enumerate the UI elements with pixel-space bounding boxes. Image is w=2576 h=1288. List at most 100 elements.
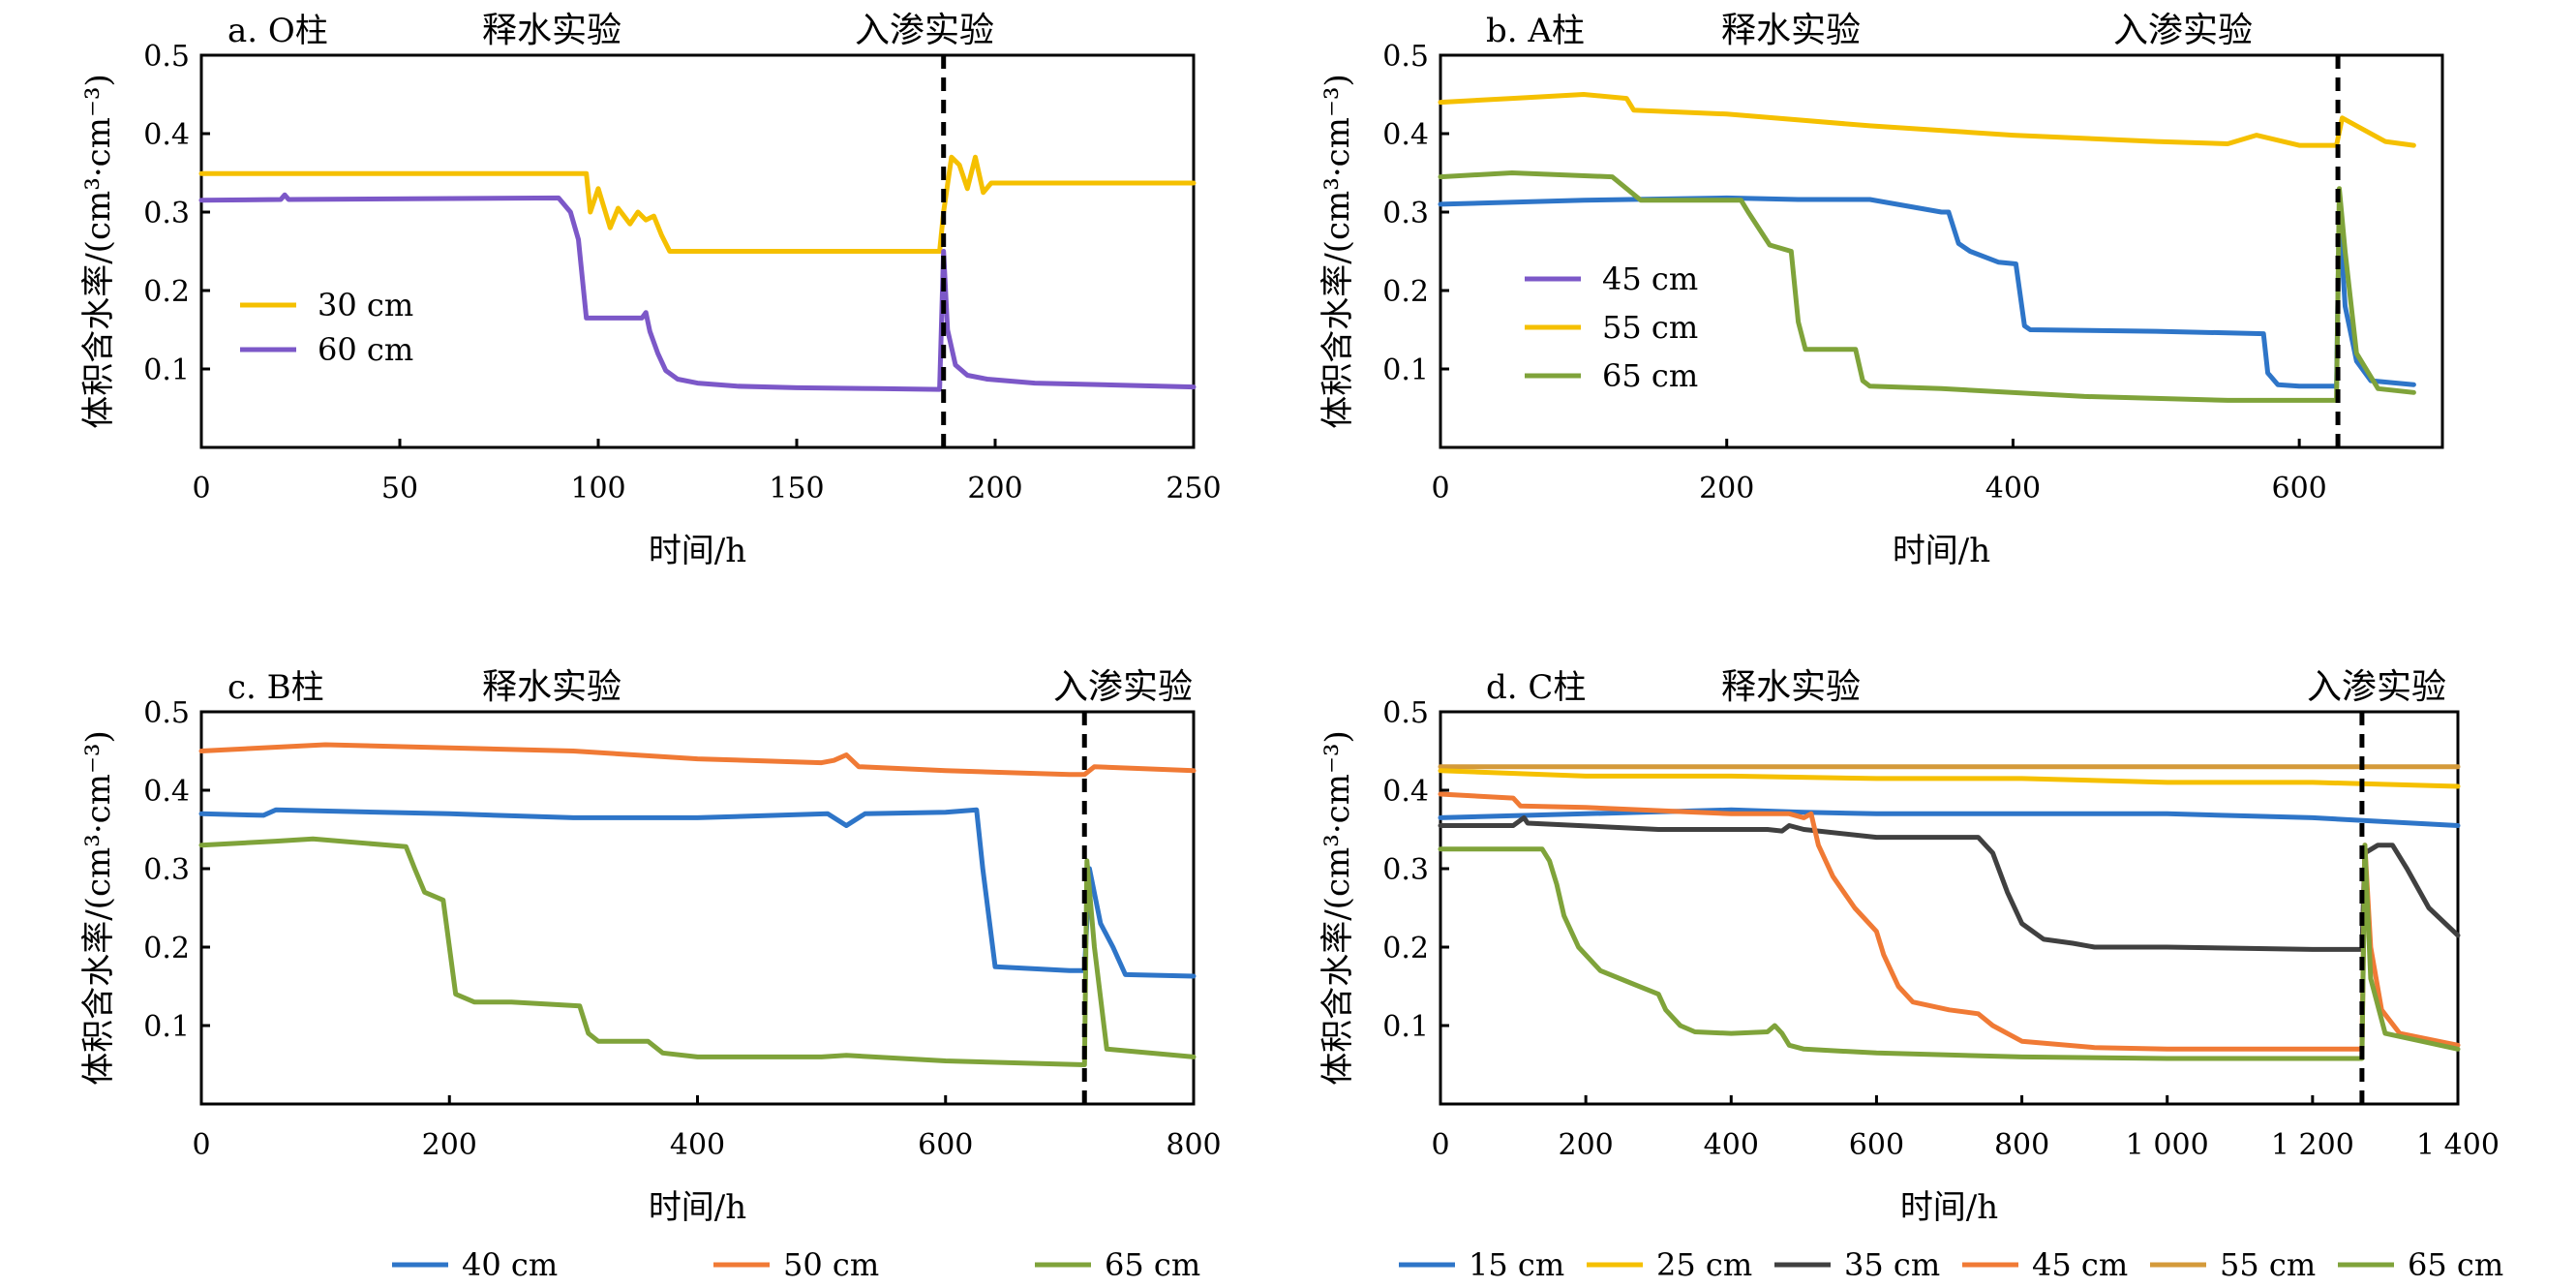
y-tick-label: 0.3 xyxy=(143,853,190,887)
y-tick-label: 0.2 xyxy=(143,932,190,966)
y-tick-label: 0.1 xyxy=(143,1010,190,1044)
series-line-65-cm xyxy=(198,836,1197,1067)
bottom-legend-left: 40 cm 50 cm 65 cm xyxy=(392,1246,1200,1283)
series-line-45-cm xyxy=(1438,791,2461,1052)
y-tick-label: 0.5 xyxy=(143,40,190,74)
x-tick-label: 400 xyxy=(670,1128,725,1162)
x-tick-label: 1 000 xyxy=(2126,1128,2209,1162)
panel-b: 0 200 400 600 0.1 0.2 0.3 0.4 0.5 时间/h 体积含水率/(cm³·… xyxy=(1318,11,2444,570)
x-tick-label: 100 xyxy=(570,472,625,506)
panel-a: 0 50 100 150 200 250 0.1 0.2 0.3 0.4 0.5 时间/h 体积含水率/… xyxy=(79,11,1222,570)
plot-frame xyxy=(199,53,1196,449)
plot-frame xyxy=(1439,710,2460,1106)
phase-label-release: 释水实验 xyxy=(482,667,621,707)
series-line-40-cm xyxy=(198,807,1197,979)
legend-label: 45 cm xyxy=(1602,261,1698,297)
phase-label-release: 释水实验 xyxy=(1721,11,1861,50)
x-tick-label: 150 xyxy=(769,472,824,506)
y-tick-label: 0.2 xyxy=(143,275,190,309)
legend-label: 15 cm xyxy=(1469,1246,1564,1283)
y-axis-title: 体积含水率/(cm³·cm⁻³) xyxy=(1318,730,1357,1086)
x-tick-label: 600 xyxy=(2272,472,2327,506)
series-line-15-cm xyxy=(1438,807,2461,828)
panel-c: 0 200 400 600 800 0.1 0.2 0.3 0.4 0.5 时间/h 体积含水率/(c… xyxy=(79,667,1222,1227)
series-line-65-cm xyxy=(1438,170,2416,403)
panel-title: a. O柱 xyxy=(227,12,328,50)
x-tick-label: 1 400 xyxy=(2416,1128,2500,1162)
y-tick-label: 0.1 xyxy=(143,353,190,387)
x-tick-label: 0 xyxy=(192,472,210,506)
x-tick-label: 200 xyxy=(967,472,1022,506)
y-tick-label: 0.4 xyxy=(1382,775,1429,809)
series-line-25-cm xyxy=(1438,768,2461,789)
y-axis-title: 体积含水率/(cm³·cm⁻³) xyxy=(1318,74,1357,429)
series-line-50-cm xyxy=(198,742,1197,778)
x-tick-label: 600 xyxy=(1849,1128,1904,1162)
y-tick-label: 0.3 xyxy=(1382,197,1429,230)
panel-title: c. B柱 xyxy=(227,668,324,707)
legend-label: 40 cm xyxy=(462,1246,558,1283)
legend-label: 55 cm xyxy=(2220,1246,2316,1283)
x-axis-title: 时间/h xyxy=(1900,1188,1998,1227)
plot-frame xyxy=(1439,53,2444,449)
x-tick-label: 800 xyxy=(1994,1128,2049,1162)
phase-label-infiltration: 入渗实验 xyxy=(2113,11,2253,50)
x-tick-label: 400 xyxy=(1985,472,2041,506)
legend-label: 65 cm xyxy=(1105,1246,1200,1283)
series-line-30-cm xyxy=(198,154,1197,254)
legend-label: 25 cm xyxy=(1656,1246,1752,1283)
series-line-65-cm xyxy=(1438,843,2461,1061)
legend-label: 65 cm xyxy=(1602,357,1698,394)
x-tick-label: 1 200 xyxy=(2271,1128,2354,1162)
plot-frame xyxy=(199,710,1196,1106)
x-tick-label: 0 xyxy=(1431,1128,1449,1162)
y-tick-label: 0.5 xyxy=(143,696,190,730)
panel-d: 0 200 400 600 800 1 000 1 200 1 400 0.1 0.2 0.3 0.4… xyxy=(1318,667,2500,1227)
legend-label: 65 cm xyxy=(2408,1246,2503,1283)
series-line-35-cm xyxy=(1438,814,2461,952)
y-tick-label: 0.2 xyxy=(1382,275,1429,309)
phase-label-release: 释水实验 xyxy=(482,11,621,50)
x-tick-label: 200 xyxy=(1699,472,1754,506)
panel-title: b. A柱 xyxy=(1486,12,1585,50)
legend-label: 55 cm xyxy=(1602,309,1698,346)
series-line-45-cm xyxy=(1438,195,2416,389)
x-tick-label: 250 xyxy=(1166,472,1221,506)
y-tick-label: 0.4 xyxy=(143,775,190,809)
x-tick-label: 600 xyxy=(918,1128,973,1162)
bottom-legend-right: 15 cm 25 cm 35 cm 45 cm 55 cm 65 cm xyxy=(1399,1246,2503,1283)
y-tick-label: 0.3 xyxy=(143,197,190,230)
phase-label-infiltration: 入渗实验 xyxy=(855,11,994,50)
y-tick-label: 0.2 xyxy=(1382,932,1429,966)
y-tick-label: 0.4 xyxy=(143,118,190,152)
x-tick-label: 200 xyxy=(422,1128,477,1162)
x-tick-label: 0 xyxy=(192,1128,210,1162)
x-axis-title: 时间/h xyxy=(649,532,746,570)
legend-label: 50 cm xyxy=(783,1246,879,1283)
y-tick-label: 0.5 xyxy=(1382,40,1429,74)
legend-label: 30 cm xyxy=(318,287,413,323)
y-tick-label: 0.1 xyxy=(1382,1010,1429,1044)
phase-label-infiltration: 入渗实验 xyxy=(2307,667,2446,707)
legend-label: 35 cm xyxy=(1844,1246,1940,1283)
x-tick-label: 800 xyxy=(1166,1128,1221,1162)
series-line-60-cm xyxy=(198,192,1197,392)
x-tick-label: 400 xyxy=(1704,1128,1759,1162)
legend-label: 45 cm xyxy=(2032,1246,2128,1283)
legend-label: 60 cm xyxy=(318,331,413,368)
y-axis-title: 体积含水率/(cm³·cm⁻³) xyxy=(79,730,118,1086)
x-axis-title: 时间/h xyxy=(649,1188,746,1227)
x-tick-label: 200 xyxy=(1559,1128,1614,1162)
y-tick-label: 0.3 xyxy=(1382,853,1429,887)
y-axis-title: 体积含水率/(cm³·cm⁻³) xyxy=(79,74,118,429)
y-tick-label: 0.4 xyxy=(1382,118,1429,152)
phase-label-release: 释水实验 xyxy=(1721,667,1861,707)
series-line-55-cm xyxy=(1438,92,2416,148)
x-axis-title: 时间/h xyxy=(1893,532,1990,570)
panel-title: d. C柱 xyxy=(1486,668,1586,707)
phase-label-infiltration: 入渗实验 xyxy=(1053,667,1193,707)
y-tick-label: 0.1 xyxy=(1382,353,1429,387)
y-tick-label: 0.5 xyxy=(1382,696,1429,730)
x-tick-label: 0 xyxy=(1431,472,1449,506)
